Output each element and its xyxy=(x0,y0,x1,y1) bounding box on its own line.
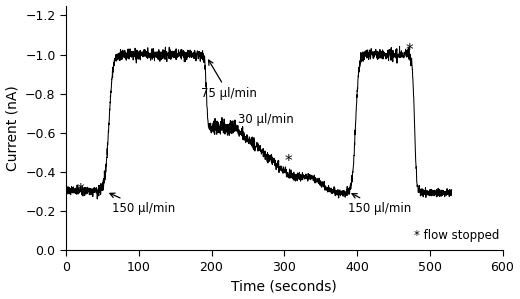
Text: 150 µl/min: 150 µl/min xyxy=(110,193,175,215)
Text: * flow stopped: * flow stopped xyxy=(414,229,499,242)
Text: *: * xyxy=(406,43,413,58)
Text: *: * xyxy=(284,154,292,169)
Text: 30 µl/min: 30 µl/min xyxy=(234,113,294,130)
Text: 75 µl/min: 75 µl/min xyxy=(201,60,256,100)
Text: *: * xyxy=(77,183,84,198)
Y-axis label: Current (nA): Current (nA) xyxy=(6,85,20,171)
X-axis label: Time (seconds): Time (seconds) xyxy=(231,280,337,293)
Text: 150 µl/min: 150 µl/min xyxy=(348,194,411,215)
